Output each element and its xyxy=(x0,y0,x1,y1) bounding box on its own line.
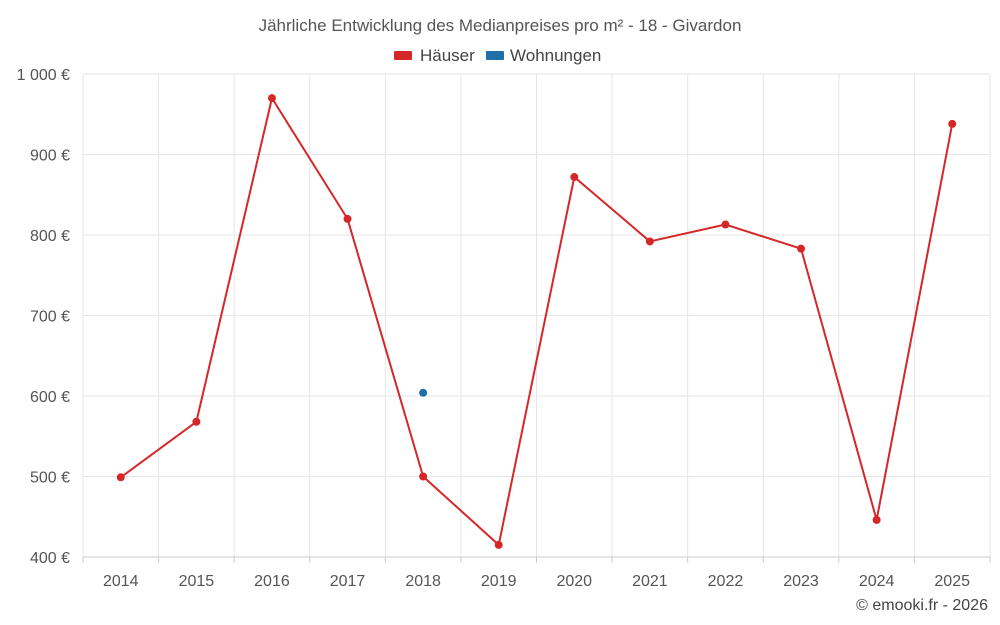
x-tick-label: 2021 xyxy=(632,573,668,590)
x-tick-label: 2023 xyxy=(783,573,819,590)
data-point[interactable] xyxy=(570,173,579,182)
credit-text: © emooki.fr - 2026 xyxy=(856,597,988,614)
data-point[interactable] xyxy=(343,214,352,223)
data-point[interactable] xyxy=(872,515,881,524)
data-point[interactable] xyxy=(494,540,503,549)
y-tick-label: 1 000 € xyxy=(17,67,70,84)
x-tick-label: 2015 xyxy=(179,573,215,590)
data-point[interactable] xyxy=(797,244,806,253)
data-point[interactable] xyxy=(419,388,428,397)
legend-label-1[interactable]: Wohnungen xyxy=(510,46,601,65)
x-tick-label: 2020 xyxy=(556,573,592,590)
x-tick-label: 2014 xyxy=(103,573,139,590)
series-line-0 xyxy=(120,97,954,546)
y-tick-label: 700 € xyxy=(30,309,70,326)
series-1 xyxy=(419,388,428,397)
data-point[interactable] xyxy=(192,417,201,426)
x-tick-label: 2017 xyxy=(330,573,366,590)
x-tick-label: 2016 xyxy=(254,573,290,590)
series-0 xyxy=(116,94,957,549)
y-axis-ticks: 400 € 500 € 600 € 700 € 800 € 900 € 1 000 € xyxy=(17,67,70,567)
legend-swatch-0 xyxy=(394,51,412,60)
x-tick-label: 2025 xyxy=(934,573,970,590)
data-point[interactable] xyxy=(645,237,654,246)
data-point[interactable] xyxy=(116,473,125,482)
grid-vertical xyxy=(82,74,991,557)
x-tick-label: 2024 xyxy=(859,573,895,590)
y-tick-label: 500 € xyxy=(30,470,70,487)
legend-label-0[interactable]: Häuser xyxy=(420,46,475,65)
x-tick-label: 2018 xyxy=(405,573,441,590)
y-tick-label: 400 € xyxy=(30,550,70,567)
y-tick-label: 800 € xyxy=(30,228,70,245)
x-tick-label: 2022 xyxy=(708,573,744,590)
x-tick-label: 2019 xyxy=(481,573,517,590)
y-tick-label: 900 € xyxy=(30,148,70,165)
series-layer xyxy=(116,94,957,549)
x-axis-ticks: 2014 2015 2016 2017 2018 2019 2020 2021 2022 2023… xyxy=(103,573,970,590)
axes xyxy=(82,556,991,563)
data-point[interactable] xyxy=(948,119,957,128)
data-point[interactable] xyxy=(721,220,730,229)
chart-title: Jährliche Entwicklung des Medianpreises … xyxy=(259,16,742,35)
legend-swatch-1 xyxy=(486,51,504,60)
data-point[interactable] xyxy=(267,94,276,103)
legend: Häuser Wohnungen xyxy=(394,46,601,65)
data-point[interactable] xyxy=(419,472,428,481)
y-tick-label: 600 € xyxy=(30,389,70,406)
